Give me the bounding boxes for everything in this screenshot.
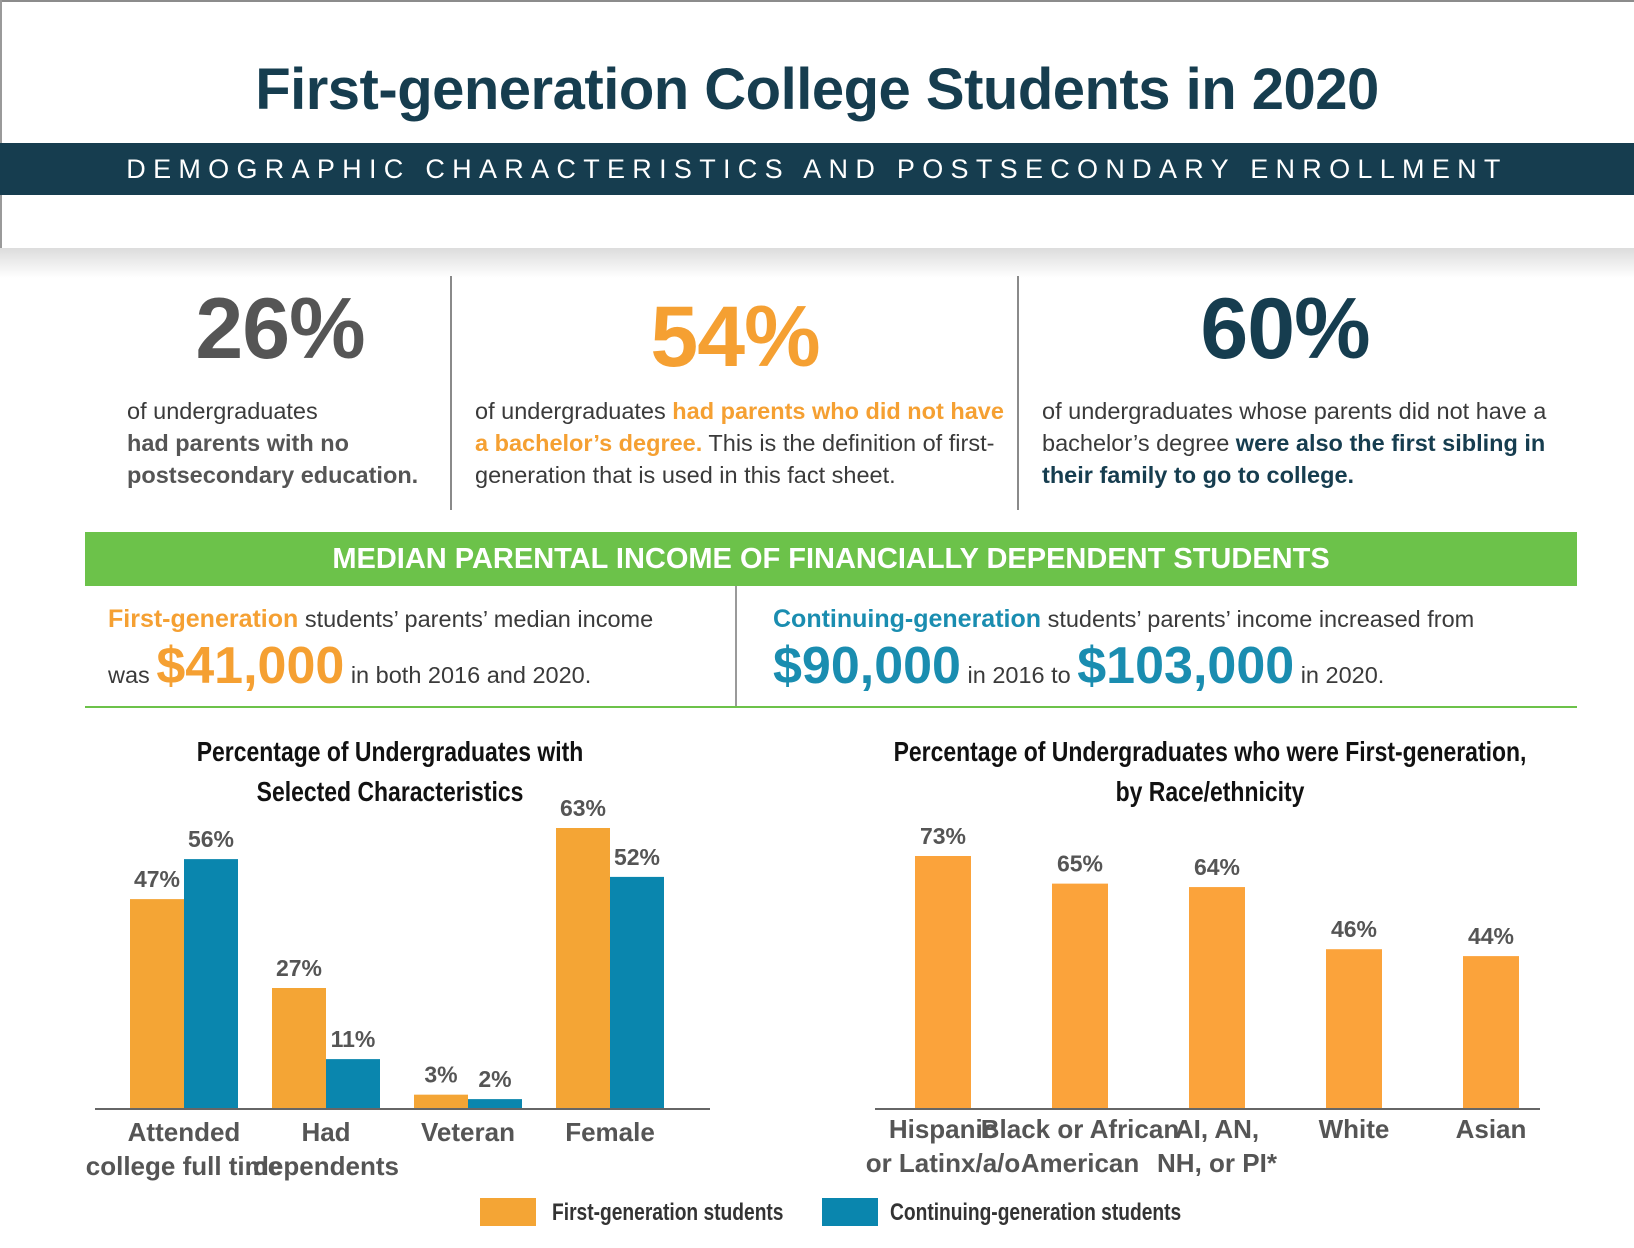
chart1-value-label-0-3: 63% <box>560 800 606 821</box>
chart1-bar-first-gen-0 <box>130 899 184 1108</box>
chart2-title-line2: by Race/ethnicity <box>1115 776 1305 807</box>
first-gen-was: was <box>108 662 150 688</box>
chart2-bar-first-gen-2 <box>1189 887 1245 1108</box>
continuing-gen-mid: in 2016 to <box>967 662 1071 688</box>
chart1-title-line1: Percentage of Undergraduates with <box>196 736 584 767</box>
frame-top-border <box>0 0 1634 2</box>
chart1-bar-continuing-gen-0 <box>184 859 238 1108</box>
chart1-characteristics: 47% 56% Attended college full time 27% 11% Had… <box>86 800 710 1181</box>
chart1-category-label-0-0: Attended <box>128 1117 241 1147</box>
chart2-category-label-3-0: White <box>1319 1114 1390 1144</box>
continuing-gen-end: in 2020. <box>1300 662 1385 688</box>
first-gen-amount: $41,000 <box>156 637 345 695</box>
chart2-title: Percentage of Undergraduates who were Fi… <box>874 732 1546 812</box>
page-title: First-generation College Students in 202… <box>255 57 1379 122</box>
stat-60-text: of undergraduates whose parents did not … <box>1042 395 1552 491</box>
stat-divider-1 <box>450 276 452 510</box>
first-gen-text1: students’ parents’ median income <box>304 606 654 632</box>
chart1-bar-continuing-gen-1 <box>326 1059 380 1108</box>
chart1-category-label-1-0: Had <box>301 1117 350 1147</box>
stat-54-text: of undergraduates had parents who did no… <box>475 395 1005 491</box>
chart1-category-label-0-1: college full time <box>86 1151 283 1181</box>
chart1-value-label-1-3: 52% <box>614 844 660 870</box>
legend-swatch-continuing-gen <box>822 1198 878 1226</box>
first-gen-text2: in both 2016 and 2020. <box>350 662 592 688</box>
legend-swatch-first-gen <box>480 1198 536 1226</box>
chart1-category-label-3-0: Female <box>565 1117 655 1147</box>
legend-label-continuing-gen: Continuing-generation students <box>890 1199 1182 1226</box>
chart2-race-ethnicity: 73% Hispanic or Latinx/a/o 65% Black or Afri… <box>866 823 1540 1178</box>
chart1-value-label-1-0: 56% <box>188 826 234 852</box>
income-banner: MEDIAN PARENTAL INCOME OF FINANCIALLY DE… <box>85 532 1577 586</box>
subtitle-banner: DEMOGRAPHIC CHARACTERISTICS AND POSTSECO… <box>0 143 1634 195</box>
chart1-category-label-1-1: dependents <box>253 1151 399 1181</box>
chart2-category-label-0-1: or Latinx/a/o <box>866 1148 1021 1178</box>
continuing-gen-text1: students’ parents’ income increased from <box>1047 606 1475 632</box>
chart2-bar-first-gen-1 <box>1052 883 1108 1108</box>
continuing-gen-amount-2016: $90,000 <box>773 637 961 695</box>
chart2-value-label-0-4: 44% <box>1468 923 1514 949</box>
stat-26-plain: of undergraduates <box>127 398 318 424</box>
chart1-bar-first-gen-2 <box>414 1094 468 1108</box>
chart1-category-label-2-0: Veteran <box>421 1117 515 1147</box>
chart1-value-label-0-1: 27% <box>276 955 322 981</box>
stat-26-bold: had parents with no postsecondary educat… <box>127 430 419 488</box>
first-gen-income: First-generation students’ parents’ medi… <box>108 602 728 705</box>
income-divider <box>735 586 737 706</box>
stat-divider-2 <box>1017 276 1019 510</box>
chart2-bar-first-gen-4 <box>1463 956 1519 1108</box>
stat-26-text: of undergraduates had parents with no po… <box>127 395 457 491</box>
chart2-value-label-0-1: 65% <box>1057 851 1103 877</box>
chart2-bar-first-gen-0 <box>915 856 971 1108</box>
stat-26-value: 26% <box>195 281 365 377</box>
continuing-gen-label: Continuing-generation <box>773 605 1042 633</box>
stat-60-bold: were also the first sibling in their fam… <box>1042 430 1546 488</box>
stat-54-bold: had parents who did not have a bachelor’… <box>475 398 1004 456</box>
stat-60-plain: of undergraduates whose parents did not … <box>1042 398 1547 456</box>
chart2-category-label-2-1: NH, or PI* <box>1157 1148 1278 1178</box>
chart1-bar-continuing-gen-3 <box>610 876 664 1108</box>
stat-60-value: 60% <box>1200 281 1370 377</box>
income-bottom-rule <box>85 706 1577 708</box>
chart2-category-label-0-0: Hispanic <box>889 1114 997 1144</box>
stat-54-value: 54% <box>650 289 820 385</box>
chart1-value-label-1-1: 11% <box>331 1026 376 1052</box>
chart2-category-label-1-1: American <box>1021 1148 1140 1178</box>
chart1-bar-continuing-gen-2 <box>468 1099 522 1108</box>
first-gen-label: First-generation <box>108 605 299 633</box>
chart1-bar-first-gen-1 <box>272 988 326 1108</box>
chart2-value-label-0-0: 73% <box>920 823 966 849</box>
stat-54-plain: of undergraduates <box>475 398 666 424</box>
chart1-value-label-0-2: 3% <box>424 1062 457 1088</box>
chart2-bar-first-gen-3 <box>1326 949 1382 1108</box>
chart2-value-label-0-2: 64% <box>1194 854 1240 880</box>
chart2-category-label-4-0: Asian <box>1456 1114 1527 1144</box>
legend-label-first-gen: First-generation students <box>552 1199 784 1226</box>
chart1-value-label-0-0: 47% <box>134 866 180 892</box>
chart2-title-line1: Percentage of Undergraduates who were Fi… <box>893 736 1527 767</box>
frame-left-border <box>0 0 2 250</box>
stat-54-after: This is the definition of first-generati… <box>475 430 995 488</box>
chart2-category-label-1-0: Black or African <box>981 1114 1179 1144</box>
header-shadow <box>0 248 1634 278</box>
chart1-title: Percentage of Undergraduates with Select… <box>144 732 636 812</box>
chart2-category-label-2-0: AI, AN, <box>1175 1114 1259 1144</box>
chart1-value-label-1-2: 2% <box>478 1066 511 1092</box>
continuing-gen-income: Continuing-generation students’ parents’… <box>773 602 1573 705</box>
continuing-gen-amount-2020: $103,000 <box>1077 637 1295 695</box>
chart1-title-line2: Selected Characteristics <box>256 776 524 807</box>
chart1-bar-first-gen-3 <box>556 828 610 1108</box>
chart2-value-label-0-3: 46% <box>1331 916 1377 942</box>
